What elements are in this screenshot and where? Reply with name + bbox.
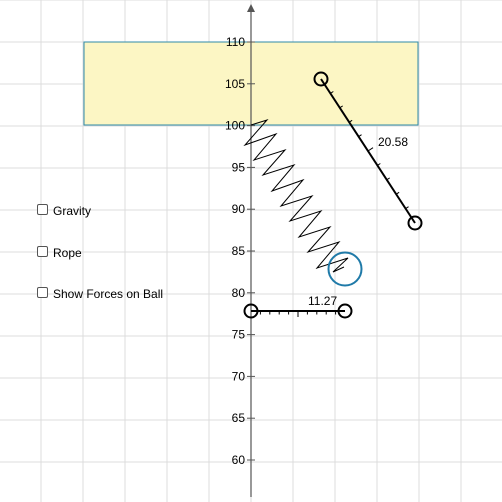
ruler-tick bbox=[339, 105, 344, 109]
ruler-length-label: 11.27 bbox=[308, 294, 337, 308]
y-tick-label: 85 bbox=[232, 244, 246, 258]
rope-checkbox-row[interactable]: Rope bbox=[37, 245, 82, 260]
y-tick-label: 90 bbox=[232, 202, 246, 216]
ruler-handle-top[interactable] bbox=[313, 71, 329, 87]
ruler-tick bbox=[377, 163, 381, 166]
ruler-tick bbox=[386, 177, 391, 181]
y-tick-label: 65 bbox=[232, 411, 246, 425]
spring bbox=[243, 118, 349, 273]
spring-ruler[interactable]: 20.58 bbox=[313, 71, 423, 231]
rope-checkbox[interactable] bbox=[37, 245, 48, 257]
axis-arrow-icon bbox=[247, 4, 255, 12]
rope-label: Rope bbox=[53, 246, 82, 260]
spring-length-label: 20.58 bbox=[378, 135, 408, 149]
ball[interactable] bbox=[327, 251, 363, 287]
gravity-checkbox-row[interactable]: Gravity bbox=[37, 203, 92, 218]
ruler-handle-bottom[interactable] bbox=[407, 215, 423, 231]
gravity-label: Gravity bbox=[53, 204, 92, 218]
ruler-tick bbox=[358, 134, 362, 138]
y-tick-label: 105 bbox=[225, 77, 245, 91]
ruler-tick bbox=[348, 119, 353, 123]
y-tick-label: 75 bbox=[232, 328, 246, 342]
y-axis bbox=[247, 4, 255, 497]
y-axis-ticks: 110 105 100 95 90 85 80 75 70 65 60 bbox=[225, 35, 255, 467]
ruler-tick bbox=[395, 191, 400, 195]
ruler-tick bbox=[330, 91, 334, 94]
y-tick-label: 80 bbox=[232, 286, 246, 300]
show-forces-checkbox-row[interactable]: Show Forces on Ball bbox=[37, 286, 164, 301]
hruler-handle-left[interactable] bbox=[243, 303, 259, 319]
y-tick-label: 70 bbox=[232, 369, 246, 383]
gravity-checkbox[interactable] bbox=[37, 203, 48, 215]
ruler-tick bbox=[367, 147, 374, 152]
hruler-handle-right[interactable] bbox=[337, 303, 353, 319]
y-tick-label: 60 bbox=[232, 453, 246, 467]
y-tick-label: 110 bbox=[226, 35, 245, 49]
show-forces-checkbox[interactable] bbox=[37, 286, 48, 298]
y-tick-label: 100 bbox=[225, 119, 245, 133]
horizontal-ruler[interactable]: 11.27 bbox=[243, 294, 353, 319]
ruler-tick bbox=[405, 206, 409, 210]
y-tick-label: 95 bbox=[232, 160, 246, 174]
show-forces-label: Show Forces on Ball bbox=[53, 287, 164, 301]
